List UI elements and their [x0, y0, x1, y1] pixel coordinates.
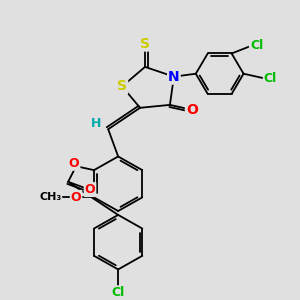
Text: O: O: [85, 183, 95, 196]
Text: CH₃: CH₃: [39, 192, 61, 203]
Text: Cl: Cl: [264, 72, 277, 85]
Text: Cl: Cl: [112, 286, 125, 299]
Text: O: O: [186, 103, 198, 117]
Text: O: O: [69, 157, 80, 170]
Text: H: H: [91, 117, 101, 130]
Text: Cl: Cl: [250, 39, 263, 52]
Text: S: S: [140, 37, 150, 50]
Text: N: N: [168, 70, 180, 84]
Text: S: S: [117, 80, 127, 93]
Text: O: O: [71, 191, 81, 204]
